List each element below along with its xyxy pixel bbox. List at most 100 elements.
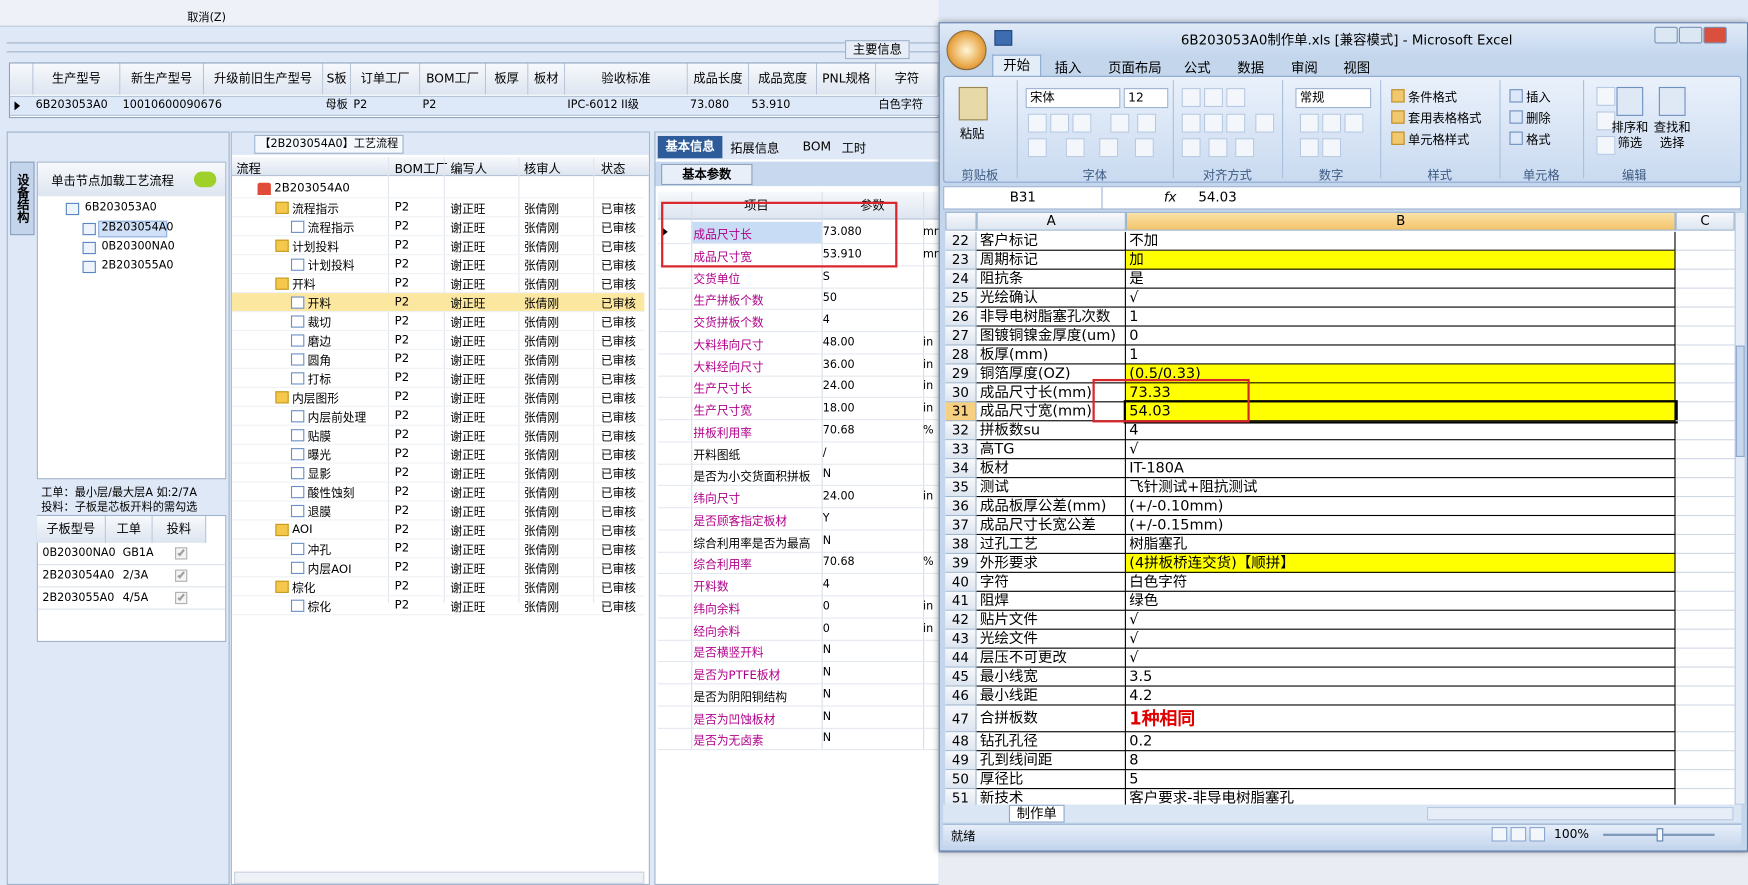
ribbon-button[interactable] [1137, 113, 1157, 133]
ribbon-tab[interactable]: 审阅 [1290, 60, 1318, 76]
cell[interactable]: 不加 [1125, 231, 1676, 251]
flow-node[interactable]: 裁切 [307, 316, 332, 330]
flow-node[interactable]: 酸性蚀刻 [307, 487, 355, 501]
ribbon-tab[interactable]: 视图 [1343, 60, 1371, 76]
flow-node[interactable]: 棕化 [307, 600, 332, 615]
flow-node[interactable]: 打标 [307, 373, 332, 387]
ribbon-button[interactable] [1235, 138, 1255, 158]
cell[interactable]: 4.2 [1125, 686, 1676, 706]
table-header[interactable]: 投料 [152, 516, 207, 543]
view-button[interactable] [1529, 827, 1546, 842]
ribbon-tab[interactable]: 插入 [1054, 60, 1082, 76]
cell[interactable]: √ [1125, 629, 1676, 649]
checkbox[interactable] [175, 547, 188, 560]
cell[interactable]: 5 [1125, 770, 1676, 790]
flow-node[interactable]: 棕化 [292, 581, 316, 596]
flow-node[interactable]: 显影 [307, 468, 332, 482]
ribbon-button[interactable] [1027, 113, 1047, 133]
checkbox[interactable] [175, 569, 188, 582]
column-header[interactable]: 板材 [528, 63, 566, 95]
quick-access[interactable] [994, 30, 1013, 46]
column-header[interactable]: 编写人 [450, 161, 488, 177]
ribbon-button[interactable] [1203, 88, 1223, 108]
cell[interactable]: √ [1125, 288, 1676, 308]
cell[interactable]: 客户要求-非导电树脂塞孔 [1126, 789, 1676, 805]
ribbon-button[interactable] [1181, 113, 1201, 133]
tree-node[interactable]: 2B203055A0 [101, 259, 174, 272]
flow-node[interactable]: 圆角 [307, 354, 332, 368]
size-box[interactable]: 12 [1123, 88, 1169, 109]
window-button[interactable] [1703, 26, 1727, 44]
cell[interactable]: 4 [1125, 421, 1676, 441]
cell[interactable]: 73.33 [1125, 383, 1676, 403]
flow-node[interactable]: 2B203054A0 [274, 181, 350, 196]
cell[interactable]: 白色字符 [1125, 572, 1676, 592]
column-header[interactable]: PNL规格 [817, 63, 877, 95]
ribbon-command[interactable]: 套用表格格式 [1407, 111, 1482, 126]
table-header[interactable]: 子板型号 [36, 516, 106, 543]
paste-icon[interactable] [958, 86, 988, 121]
flow-node[interactable]: 计划投料 [292, 240, 339, 255]
flow-node[interactable]: 开料 [292, 278, 316, 293]
ribbon-button[interactable] [1226, 88, 1246, 108]
column-header[interactable]: C [1675, 211, 1735, 231]
ribbon-button[interactable] [1203, 113, 1223, 133]
tab[interactable]: 工时 [841, 141, 867, 157]
view-button[interactable] [1491, 827, 1508, 842]
cell[interactable]: 飞针测试+阻抗测试 [1125, 478, 1676, 498]
ribbon-command[interactable]: 排序和筛选 [1611, 120, 1649, 151]
column-header[interactable]: 成品宽度 [749, 63, 818, 95]
sheet-tab[interactable]: 制作单 [1008, 804, 1065, 823]
cell[interactable]: IT-180A [1125, 459, 1676, 479]
ribbon-button[interactable] [1344, 113, 1364, 133]
zoom-thumb[interactable] [1656, 828, 1664, 842]
column-header[interactable]: 核审人 [523, 161, 561, 177]
ribbon-button[interactable] [1181, 88, 1201, 108]
cell[interactable]: 8 [1125, 751, 1676, 771]
ribbon-button[interactable] [1322, 138, 1342, 158]
fx-button[interactable]: fx [1163, 189, 1177, 206]
cell[interactable]: 3.5 [1125, 667, 1676, 687]
cell[interactable]: (4拼板桥连交货)【顺拼】 [1125, 553, 1676, 573]
flow-node[interactable]: 退膜 [307, 506, 332, 520]
ribbon-button[interactable] [1322, 113, 1342, 133]
ribbon-button[interactable] [1110, 113, 1130, 133]
scroll-thumb[interactable] [1735, 345, 1745, 457]
flow-node[interactable]: 内层AOI [307, 562, 352, 577]
cell[interactable]: 绿色 [1125, 591, 1676, 611]
ribbon-button[interactable] [1072, 113, 1092, 133]
ribbon-command[interactable]: 单元格样式 [1407, 132, 1470, 148]
ribbon-button[interactable] [1134, 138, 1154, 158]
ribbon-button[interactable] [1596, 135, 1616, 155]
ribbon-command[interactable]: 条件格式 [1407, 90, 1458, 105]
column-header[interactable]: 生产型号 [33, 63, 121, 95]
flow-node[interactable]: AOI [292, 522, 313, 537]
name-box[interactable]: B31 [944, 187, 1103, 209]
main-tab[interactable]: 主要信息 [845, 40, 910, 60]
ribbon-command[interactable]: 插入 [1526, 90, 1551, 105]
column-header[interactable]: 新生产型号 [120, 63, 205, 95]
ribbon-button[interactable] [1596, 86, 1616, 106]
tab[interactable]: 基本信息 [657, 135, 723, 159]
column-header[interactable]: 状态 [600, 161, 626, 177]
checkbox[interactable] [175, 591, 188, 605]
format-box[interactable]: 常规 [1295, 88, 1372, 109]
cell[interactable]: 0.2 [1125, 732, 1676, 752]
ribbon-tab[interactable]: 开始 [992, 54, 1042, 77]
cell[interactable]: 1 [1125, 307, 1676, 327]
column-header[interactable]: 验收标准 [565, 63, 688, 95]
tab[interactable]: 拓展信息 [730, 141, 780, 157]
ribbon-command[interactable]: 删除 [1526, 111, 1551, 126]
ribbon-command[interactable]: 查找和选择 [1653, 120, 1691, 151]
view-button[interactable] [1510, 827, 1527, 842]
ribbon-button[interactable] [1099, 138, 1119, 158]
flow-node[interactable]: 贴膜 [307, 430, 332, 444]
table-header[interactable]: 工单 [105, 516, 153, 543]
column-header[interactable]: 板厚 [486, 63, 529, 95]
ribbon-button[interactable] [1226, 113, 1246, 133]
paste-label[interactable]: 粘贴 [959, 127, 985, 142]
flow-node[interactable]: 内层图形 [292, 392, 339, 406]
cell[interactable]: (+/-0.15mm) [1125, 516, 1676, 536]
column-header[interactable]: 字符 [876, 63, 939, 95]
column-header[interactable]: 订单工厂 [351, 63, 421, 95]
